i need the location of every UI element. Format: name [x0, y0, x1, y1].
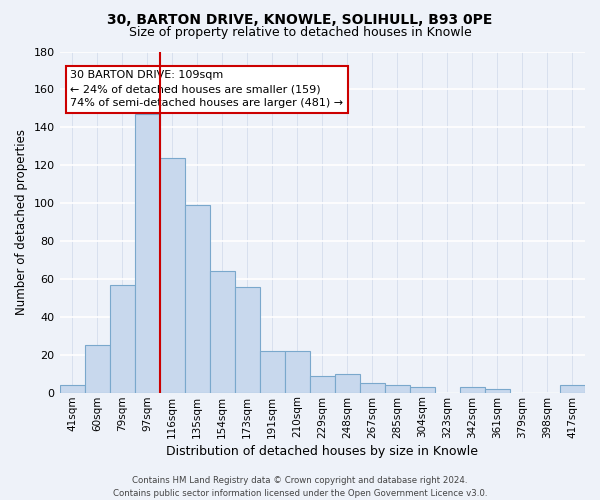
Bar: [310, 376, 335, 392]
Bar: [110, 284, 134, 393]
Bar: [59, 385, 85, 392]
Bar: [160, 158, 185, 392]
Bar: [235, 286, 260, 393]
Bar: [185, 205, 209, 392]
Y-axis label: Number of detached properties: Number of detached properties: [15, 129, 28, 315]
Bar: [485, 389, 510, 392]
Bar: [134, 114, 160, 392]
Bar: [285, 351, 310, 393]
Bar: [385, 385, 410, 392]
Text: 30 BARTON DRIVE: 109sqm
← 24% of detached houses are smaller (159)
74% of semi-d: 30 BARTON DRIVE: 109sqm ← 24% of detache…: [70, 70, 343, 108]
Bar: [335, 374, 360, 392]
Bar: [260, 351, 285, 393]
Bar: [460, 387, 485, 392]
Text: 30, BARTON DRIVE, KNOWLE, SOLIHULL, B93 0PE: 30, BARTON DRIVE, KNOWLE, SOLIHULL, B93 …: [107, 12, 493, 26]
Bar: [209, 272, 235, 392]
Text: Size of property relative to detached houses in Knowle: Size of property relative to detached ho…: [128, 26, 472, 39]
Bar: [560, 385, 585, 392]
Bar: [85, 346, 110, 393]
Bar: [410, 387, 435, 392]
Text: Contains HM Land Registry data © Crown copyright and database right 2024.
Contai: Contains HM Land Registry data © Crown c…: [113, 476, 487, 498]
X-axis label: Distribution of detached houses by size in Knowle: Distribution of detached houses by size …: [166, 444, 478, 458]
Bar: [360, 383, 385, 392]
